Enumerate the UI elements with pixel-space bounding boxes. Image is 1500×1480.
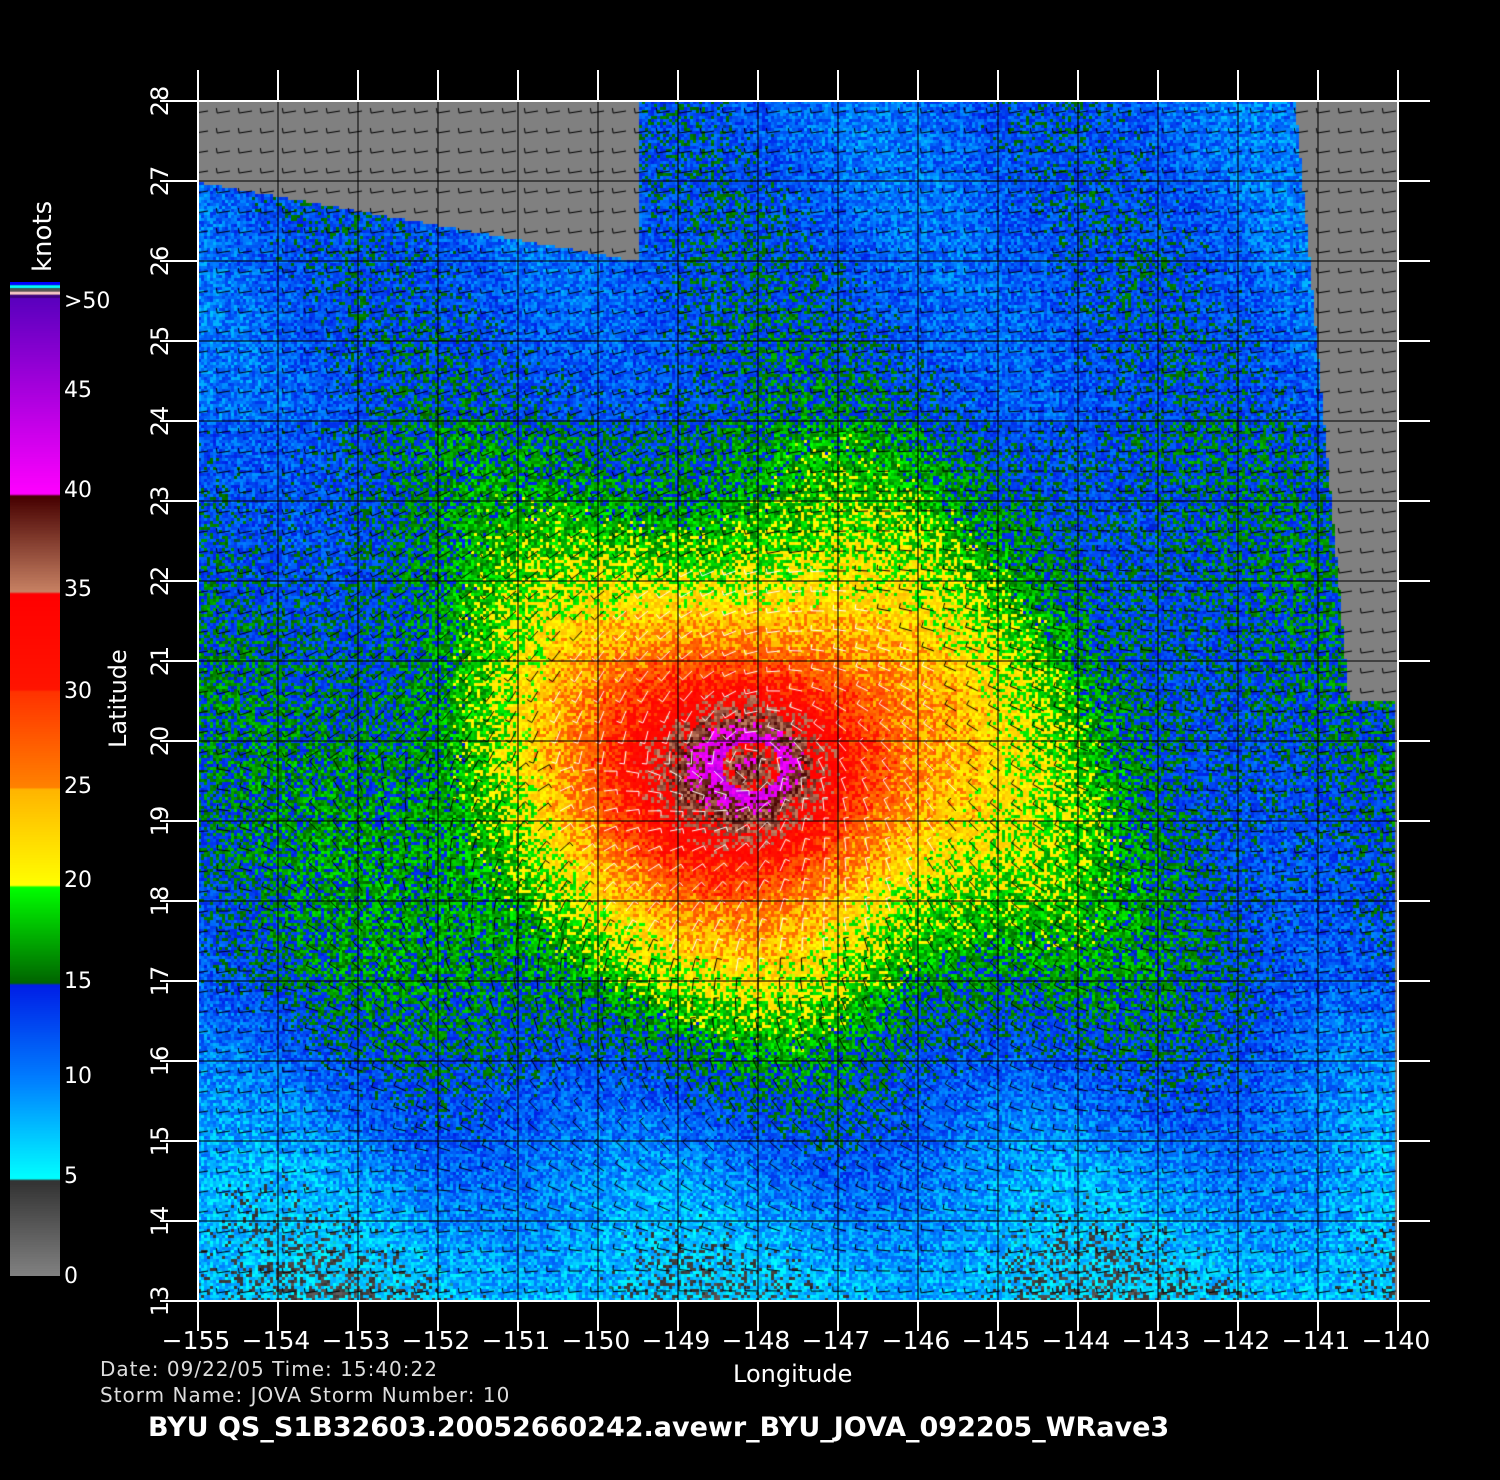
product-title: BYU QS_S1B32603.20052660242.avewr_BYU_JO… [148, 1412, 1170, 1443]
y-tick-label: 19 [146, 805, 174, 837]
y-tick-label: 15 [146, 1125, 174, 1157]
x-tick-label: −148 [721, 1326, 791, 1355]
wind-speed-heatmap [198, 101, 1398, 1301]
x-axis-label: Longitude [733, 1360, 853, 1388]
x-tick-label: −152 [401, 1326, 471, 1355]
y-tick-label: 14 [146, 1205, 174, 1237]
x-tick-label: −144 [1041, 1326, 1111, 1355]
x-tick-label: −140 [1361, 1326, 1431, 1355]
y-tick-label: 26 [146, 245, 174, 277]
colorbar-tick-label: 30 [64, 679, 92, 704]
x-tick-label: −143 [1121, 1326, 1191, 1355]
colorbar [10, 282, 60, 1276]
y-tick-label: 18 [146, 885, 174, 917]
colorbar-unit: knots [28, 200, 58, 272]
colorbar-tick-label: 15 [64, 969, 92, 994]
colorbar-tick-label: 35 [64, 577, 92, 602]
y-tick-label: 23 [146, 485, 174, 517]
y-axis-label: Latitude [104, 649, 132, 748]
y-tick-label: 21 [146, 645, 174, 677]
plot-frame [197, 100, 1399, 1302]
x-tick-label: −146 [881, 1326, 951, 1355]
x-tick-label: −142 [1201, 1326, 1271, 1355]
colorbar-gradient [10, 282, 60, 1276]
storm-info: Storm Name: JOVA Storm Number: 10 [100, 1383, 511, 1407]
y-tick-label: 22 [146, 565, 174, 597]
y-tick-label: 24 [146, 405, 174, 437]
x-tick-label: −149 [641, 1326, 711, 1355]
x-tick-label: −153 [321, 1326, 391, 1355]
x-tick-label: −145 [961, 1326, 1031, 1355]
x-tick-label: −150 [561, 1326, 631, 1355]
colorbar-tick-label: 0 [64, 1264, 78, 1289]
y-tick-label: 28 [146, 85, 174, 117]
y-tick-label: 25 [146, 325, 174, 357]
colorbar-tick-label: 40 [64, 478, 92, 503]
colorbar-tick-label: 5 [64, 1164, 78, 1189]
y-tick-label: 17 [146, 965, 174, 997]
x-tick-label: −155 [161, 1326, 231, 1355]
x-tick-label: −154 [241, 1326, 311, 1355]
x-tick-label: −151 [481, 1326, 551, 1355]
colorbar-tick-label: 20 [64, 868, 92, 893]
y-tick-label: 20 [146, 725, 174, 757]
y-tick-label: 16 [146, 1045, 174, 1077]
y-tick-label: 13 [146, 1285, 174, 1317]
colorbar-tick-label: 25 [64, 774, 92, 799]
colorbar-tick-label: >50 [64, 289, 111, 314]
x-tick-label: −141 [1281, 1326, 1351, 1355]
colorbar-tick-label: 10 [64, 1064, 92, 1089]
colorbar-tick-label: 45 [64, 378, 92, 403]
y-tick-label: 27 [146, 165, 174, 197]
x-tick-label: −147 [801, 1326, 871, 1355]
date-time: Date: 09/22/05 Time: 15:40:22 [100, 1357, 438, 1381]
